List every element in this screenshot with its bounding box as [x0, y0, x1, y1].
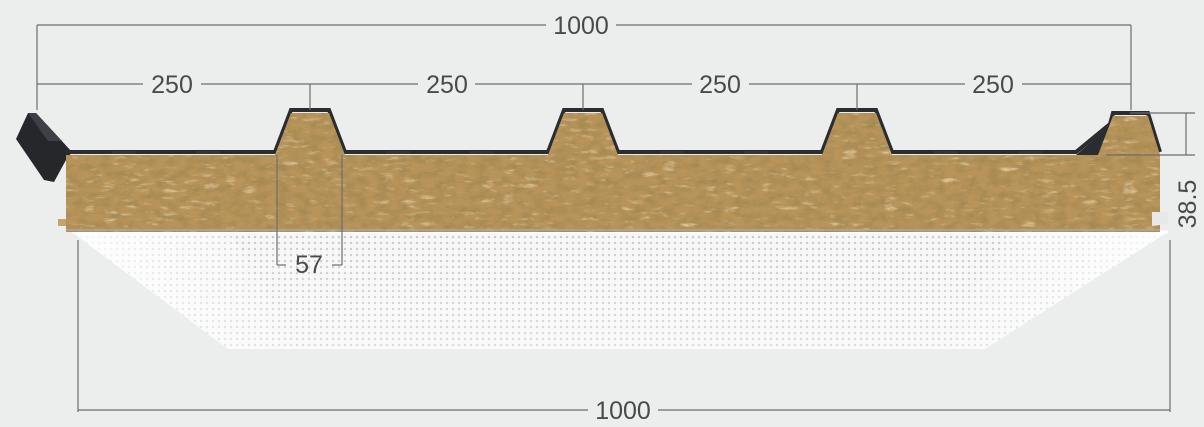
bottom-perforated-facing: [72, 230, 1168, 349]
rib-width-label: 57: [295, 251, 323, 279]
top-total-width-label: 1000: [553, 12, 609, 40]
rib-spacing-label-2: 250: [426, 71, 468, 99]
dimension-lines: [36, 24, 1195, 412]
rib-spacing-label-4: 250: [972, 71, 1014, 99]
rib-spacing-label-1: 250: [151, 71, 193, 99]
rock-wool-core: [58, 113, 1168, 232]
rib-spacing-label-3: 250: [699, 71, 741, 99]
bottom-total-width-label: 1000: [595, 397, 651, 425]
rib-height-label: 38.5: [1174, 180, 1202, 229]
